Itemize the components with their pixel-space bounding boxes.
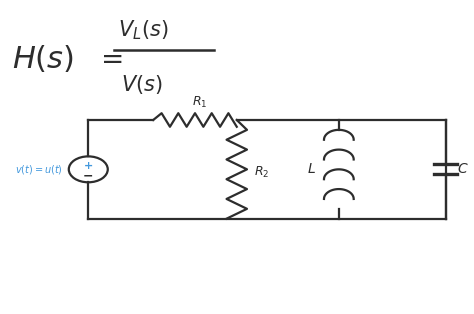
Text: $H(s)$: $H(s)$ [12, 43, 73, 74]
Text: $R_1$: $R_1$ [192, 95, 207, 110]
Text: $L$: $L$ [307, 162, 316, 176]
Text: −: − [83, 170, 93, 183]
Text: +: + [83, 161, 93, 171]
Text: $v(t) = u(t)$: $v(t) = u(t)$ [15, 163, 63, 176]
Text: $=$: $=$ [95, 44, 123, 72]
Text: $V_L(s)$: $V_L(s)$ [118, 19, 169, 42]
Text: $R_2$: $R_2$ [255, 165, 270, 180]
Text: $C$: $C$ [457, 162, 469, 176]
Text: $V(s)$: $V(s)$ [121, 73, 163, 96]
